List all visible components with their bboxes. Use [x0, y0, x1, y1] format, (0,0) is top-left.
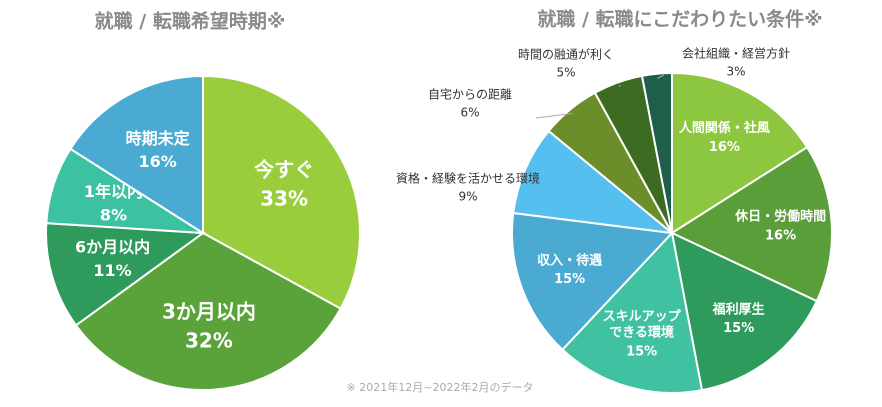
value-label: 3% — [726, 65, 745, 79]
value-label: 5% — [556, 66, 575, 80]
value-label: 16% — [138, 152, 176, 171]
value-label: 33% — [260, 187, 308, 211]
chart-title: 就職 / 転職希望時期※ — [95, 10, 286, 33]
slice-label: 福利厚生 — [712, 301, 765, 317]
slice-label: 休日・労働時間 — [734, 209, 826, 225]
value-label: 15% — [626, 344, 657, 359]
value-label: 32% — [185, 329, 233, 353]
slice-label: 3か月以内 — [162, 300, 256, 324]
slice-label: 6か月以内 — [75, 238, 150, 257]
value-label: 16% — [765, 228, 796, 243]
footnote: ※ 2021年12月~2022年2月のデータ — [347, 380, 534, 394]
pie-slice — [511, 211, 675, 352]
leader-line — [535, 112, 574, 119]
slice-label: 時間の融通が利く — [518, 47, 614, 62]
slice-label: スキルアップできる環境 — [603, 309, 682, 340]
value-label: 6% — [460, 106, 479, 120]
slice-label: 今すぐ — [254, 158, 314, 182]
slice-label: 資格・経験を活かせる環境 — [396, 171, 540, 186]
pie-slice — [45, 222, 206, 327]
pie-slice — [640, 71, 673, 234]
pie-slice — [202, 74, 361, 310]
pie-slice — [69, 74, 204, 235]
value-label: 15% — [723, 321, 754, 336]
slice-label: 会社組織・経営方針 — [682, 46, 790, 61]
value-label: 15% — [554, 272, 585, 287]
chart-title: 就職 / 転職にこだわりたい条件※ — [537, 8, 822, 31]
value-label: 11% — [93, 261, 131, 280]
slice-label: 時期未定 — [126, 129, 190, 148]
slice-label: 自宅からの距離 — [428, 87, 512, 102]
pie-slice — [669, 145, 833, 303]
leader-line — [657, 74, 665, 79]
slice-label: 1年以内 — [84, 182, 143, 201]
value-label: 9% — [458, 190, 477, 204]
pie-slice — [74, 231, 342, 391]
leader-line — [618, 84, 621, 88]
slice-label: 人間関係・社風 — [679, 120, 770, 136]
value-label: 8% — [100, 205, 127, 224]
pie-slice — [670, 231, 819, 392]
pie-slice — [512, 129, 676, 235]
slice-label: 収入・待遇 — [537, 252, 602, 268]
pie-slice — [671, 71, 809, 235]
pie-slice — [561, 230, 704, 394]
value-label: 16% — [709, 140, 740, 155]
